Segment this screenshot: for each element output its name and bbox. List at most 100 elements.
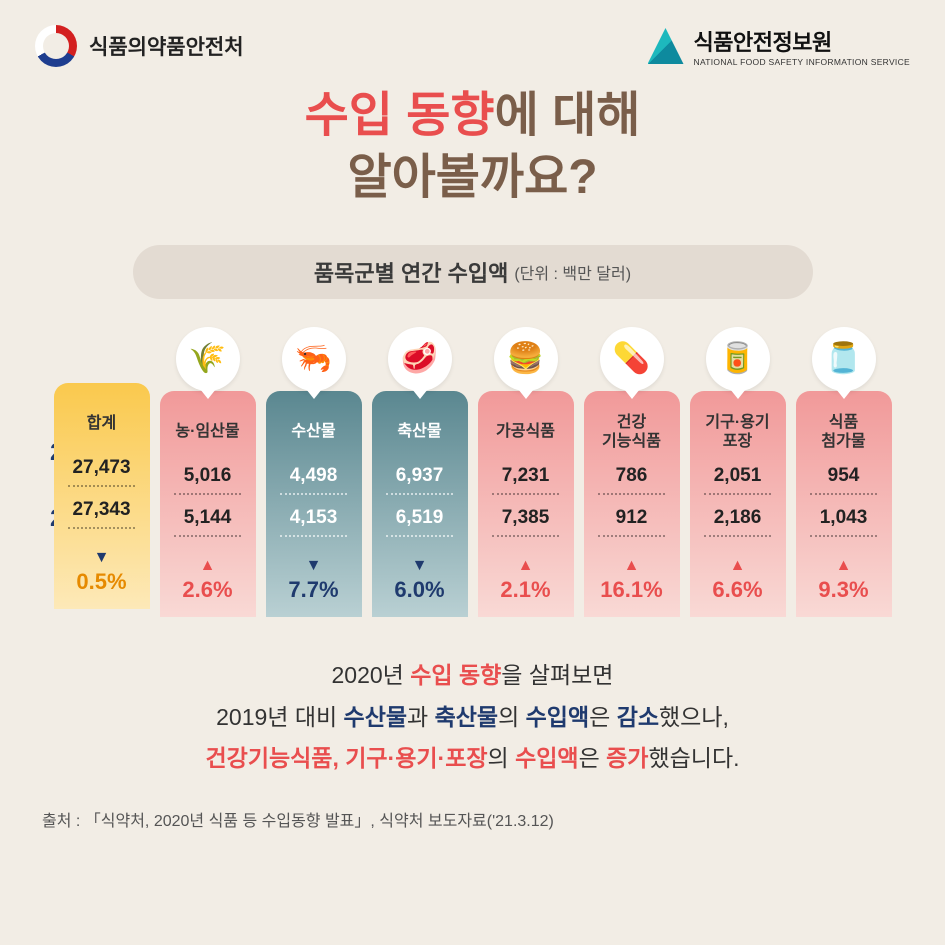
pct-value: 2.6%: [182, 577, 232, 603]
chart-col-additive: 🫙식품 첨가물9541,043▲9.3%: [796, 327, 892, 617]
chart-col-processed: 🍔 가공식품 7,231 7,385 ▲ 2.1%: [478, 327, 574, 617]
val-2020: 912: [616, 507, 648, 529]
divider: [598, 493, 665, 495]
arrow-up-icon: ▲: [518, 557, 534, 575]
divider: [704, 535, 771, 537]
pct-value: 6.0%: [394, 577, 444, 603]
logo-right-text: 식품안전정보원 NATIONAL FOOD SAFETY INFORMATION…: [694, 25, 911, 67]
chart-col-total: 합계27,47327,343▼0.5%: [54, 327, 150, 617]
header: 식품의약품안전처 식품안전정보원 NATIONAL FOOD SAFETY IN…: [0, 0, 945, 77]
s2h: 감소: [617, 704, 659, 730]
cat-label: 건강 기능식품: [602, 413, 661, 451]
additive-icon: 🫙: [812, 327, 876, 391]
logo-left-text: 식품의약품안전처: [89, 31, 244, 61]
s2c: 과: [407, 704, 435, 730]
chart-col-health: 💊 건강 기능식품 786 912 ▲ 16.1%: [584, 327, 680, 617]
agri-icon: 🌾: [176, 327, 240, 391]
divider: [810, 535, 877, 537]
bar-container: 기구·용기 포장2,0512,186▲6.6%: [690, 391, 786, 617]
val-2020: 4,153: [290, 507, 338, 529]
divider: [386, 493, 453, 495]
s3b: 의: [488, 745, 516, 771]
bubble-tail: [306, 389, 322, 399]
s2f: 수입액: [526, 704, 589, 730]
arrow-down-icon: ▼: [94, 549, 110, 567]
s3f: 했습니다.: [648, 745, 739, 771]
val-2020: 6,519: [396, 507, 444, 529]
arrow-up-icon: ▲: [624, 557, 640, 575]
mfds-logo-icon: [35, 25, 77, 67]
divider: [386, 535, 453, 537]
val-2020: 7,385: [502, 507, 550, 529]
chart-col-livestock: 🥩축산물6,9376,519▼6.0%: [372, 327, 468, 617]
processed-icon: 🍔: [494, 327, 558, 391]
val-2020: 1,043: [820, 507, 868, 529]
bar-livestock: 축산물6,9376,519▼6.0%: [372, 391, 468, 617]
s3a: 건강기능식품, 기구·용기·포장: [206, 745, 488, 771]
divider: [68, 485, 135, 487]
pct-value: 2.1%: [500, 577, 550, 603]
fish-icon: 🦐: [282, 327, 346, 391]
arrow-up-icon: ▲: [200, 557, 216, 575]
cat-label: 수산물: [291, 413, 335, 451]
page-title: 수입 동향에 대해 알아볼까요?: [0, 85, 945, 210]
logo-right: 식품안전정보원 NATIONAL FOOD SAFETY INFORMATION…: [648, 25, 911, 67]
pct-value: 6.6%: [712, 577, 762, 603]
title-rest1: 에 대해: [495, 89, 641, 142]
divider: [280, 535, 347, 537]
summary: 2020년 수입 동향을 살펴보면 2019년 대비 수산물과 축산물의 수입액…: [0, 655, 945, 779]
s1b: 수입 동향: [410, 662, 501, 688]
livestock-icon: 🥩: [388, 327, 452, 391]
chart: 2019 2020 합계27,47327,343▼0.5%🌾농·임산물5,016…: [0, 327, 945, 617]
bar-health: 건강 기능식품 786 912 ▲ 16.1%: [584, 391, 680, 617]
cat-label: 가공식품: [496, 413, 555, 451]
arrow-up-icon: ▲: [730, 557, 746, 575]
val-2019: 4,498: [290, 465, 338, 487]
val-2019: 786: [616, 465, 648, 487]
s2e: 의: [498, 704, 526, 730]
pct-value: 7.7%: [288, 577, 338, 603]
logo-right-en: NATIONAL FOOD SAFETY INFORMATION SERVICE: [694, 57, 911, 67]
pct-value: 9.3%: [818, 577, 868, 603]
val-2019: 2,051: [714, 465, 762, 487]
cat-label: 식품 첨가물: [821, 413, 865, 451]
s1c: 을 살펴보면: [501, 662, 613, 688]
divider: [598, 535, 665, 537]
subtitle-unit: (단위 : 백만 달러): [514, 260, 631, 284]
chart-col-agri: 🌾농·임산물5,0165,144▲2.6%: [160, 327, 256, 617]
bubble-tail: [412, 389, 428, 399]
logo-right-ko: 식품안전정보원: [694, 25, 911, 57]
divider: [174, 493, 241, 495]
val-2019: 7,231: [502, 465, 550, 487]
s2g: 은: [589, 704, 617, 730]
pct-value: 0.5%: [76, 569, 126, 595]
s2b: 수산물: [344, 704, 407, 730]
val-2019: 954: [828, 465, 860, 487]
nfsi-logo-icon: [648, 28, 684, 64]
bar-processed: 가공식품 7,231 7,385 ▲ 2.1%: [478, 391, 574, 617]
chart-col-container: 🥫기구·용기 포장2,0512,186▲6.6%: [690, 327, 786, 617]
health-icon: 💊: [600, 327, 664, 391]
val-2019: 5,016: [184, 465, 232, 487]
cat-label: 합계: [87, 405, 116, 443]
s1a: 2020년: [332, 662, 411, 688]
s2i: 했으나,: [659, 704, 729, 730]
bar-agri: 농·임산물5,0165,144▲2.6%: [160, 391, 256, 617]
divider: [704, 493, 771, 495]
bar-total: 합계27,47327,343▼0.5%: [54, 383, 150, 609]
title-line2: 알아볼까요?: [347, 151, 597, 204]
val-2020: 5,144: [184, 507, 232, 529]
cat-label: 기구·용기 포장: [705, 413, 769, 451]
arrow-down-icon: ▼: [306, 557, 322, 575]
arrow-down-icon: ▼: [412, 557, 428, 575]
bubble-tail: [836, 389, 852, 399]
divider: [492, 535, 559, 537]
val-2019: 27,473: [72, 457, 130, 479]
s3d: 은: [579, 745, 607, 771]
bubble-tail: [624, 389, 640, 399]
bubble-tail: [518, 389, 534, 399]
s2d: 축산물: [435, 704, 498, 730]
divider: [174, 535, 241, 537]
bubble-tail: [730, 389, 746, 399]
pct-value: 16.1%: [600, 577, 662, 603]
